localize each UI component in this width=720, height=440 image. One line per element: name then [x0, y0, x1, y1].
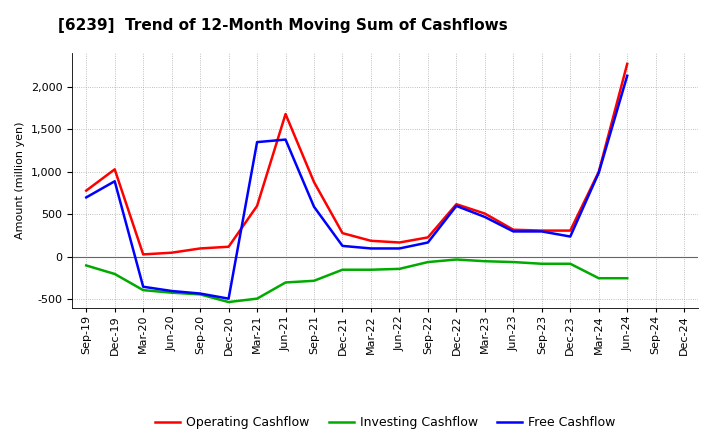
Investing Cashflow	[282, 280, 290, 285]
Free Cashflow	[595, 170, 603, 176]
Free Cashflow	[82, 195, 91, 200]
Free Cashflow	[480, 214, 489, 220]
Line: Investing Cashflow: Investing Cashflow	[86, 260, 627, 302]
Operating Cashflow	[566, 228, 575, 233]
Operating Cashflow	[139, 252, 148, 257]
Investing Cashflow	[509, 260, 518, 265]
Free Cashflow	[282, 137, 290, 142]
Investing Cashflow	[595, 275, 603, 281]
Free Cashflow	[139, 284, 148, 290]
Operating Cashflow	[623, 61, 631, 66]
Free Cashflow	[452, 203, 461, 209]
Investing Cashflow	[395, 266, 404, 271]
Line: Free Cashflow: Free Cashflow	[86, 76, 627, 299]
Investing Cashflow	[566, 261, 575, 266]
Free Cashflow	[110, 179, 119, 184]
Investing Cashflow	[139, 287, 148, 293]
Operating Cashflow	[395, 240, 404, 245]
Investing Cashflow	[480, 259, 489, 264]
Text: [6239]  Trend of 12-Month Moving Sum of Cashflows: [6239] Trend of 12-Month Moving Sum of C…	[58, 18, 508, 33]
Investing Cashflow	[423, 260, 432, 265]
Free Cashflow	[167, 288, 176, 293]
Line: Operating Cashflow: Operating Cashflow	[86, 64, 627, 254]
Investing Cashflow	[225, 299, 233, 304]
Investing Cashflow	[452, 257, 461, 262]
Investing Cashflow	[537, 261, 546, 266]
Operating Cashflow	[537, 228, 546, 233]
Operating Cashflow	[167, 250, 176, 255]
Operating Cashflow	[423, 235, 432, 240]
Investing Cashflow	[196, 292, 204, 297]
Operating Cashflow	[366, 238, 375, 243]
Investing Cashflow	[366, 267, 375, 272]
Operating Cashflow	[310, 180, 318, 185]
Investing Cashflow	[167, 290, 176, 295]
Investing Cashflow	[338, 267, 347, 272]
Free Cashflow	[395, 246, 404, 251]
Operating Cashflow	[452, 202, 461, 207]
Investing Cashflow	[623, 275, 631, 281]
Operating Cashflow	[509, 227, 518, 232]
Operating Cashflow	[82, 188, 91, 193]
Operating Cashflow	[253, 203, 261, 209]
Free Cashflow	[310, 204, 318, 209]
Free Cashflow	[253, 139, 261, 145]
Free Cashflow	[338, 243, 347, 249]
Operating Cashflow	[595, 169, 603, 175]
Investing Cashflow	[110, 271, 119, 277]
Operating Cashflow	[338, 231, 347, 236]
Operating Cashflow	[282, 111, 290, 117]
Free Cashflow	[423, 240, 432, 245]
Y-axis label: Amount (million yen): Amount (million yen)	[15, 121, 25, 239]
Operating Cashflow	[480, 211, 489, 216]
Free Cashflow	[509, 229, 518, 234]
Free Cashflow	[623, 73, 631, 78]
Investing Cashflow	[82, 263, 91, 268]
Free Cashflow	[366, 246, 375, 251]
Free Cashflow	[537, 229, 546, 234]
Investing Cashflow	[253, 296, 261, 301]
Free Cashflow	[566, 234, 575, 239]
Investing Cashflow	[310, 278, 318, 283]
Operating Cashflow	[225, 244, 233, 249]
Operating Cashflow	[196, 246, 204, 251]
Legend: Operating Cashflow, Investing Cashflow, Free Cashflow: Operating Cashflow, Investing Cashflow, …	[150, 411, 620, 434]
Free Cashflow	[196, 291, 204, 296]
Operating Cashflow	[110, 167, 119, 172]
Free Cashflow	[225, 296, 233, 301]
